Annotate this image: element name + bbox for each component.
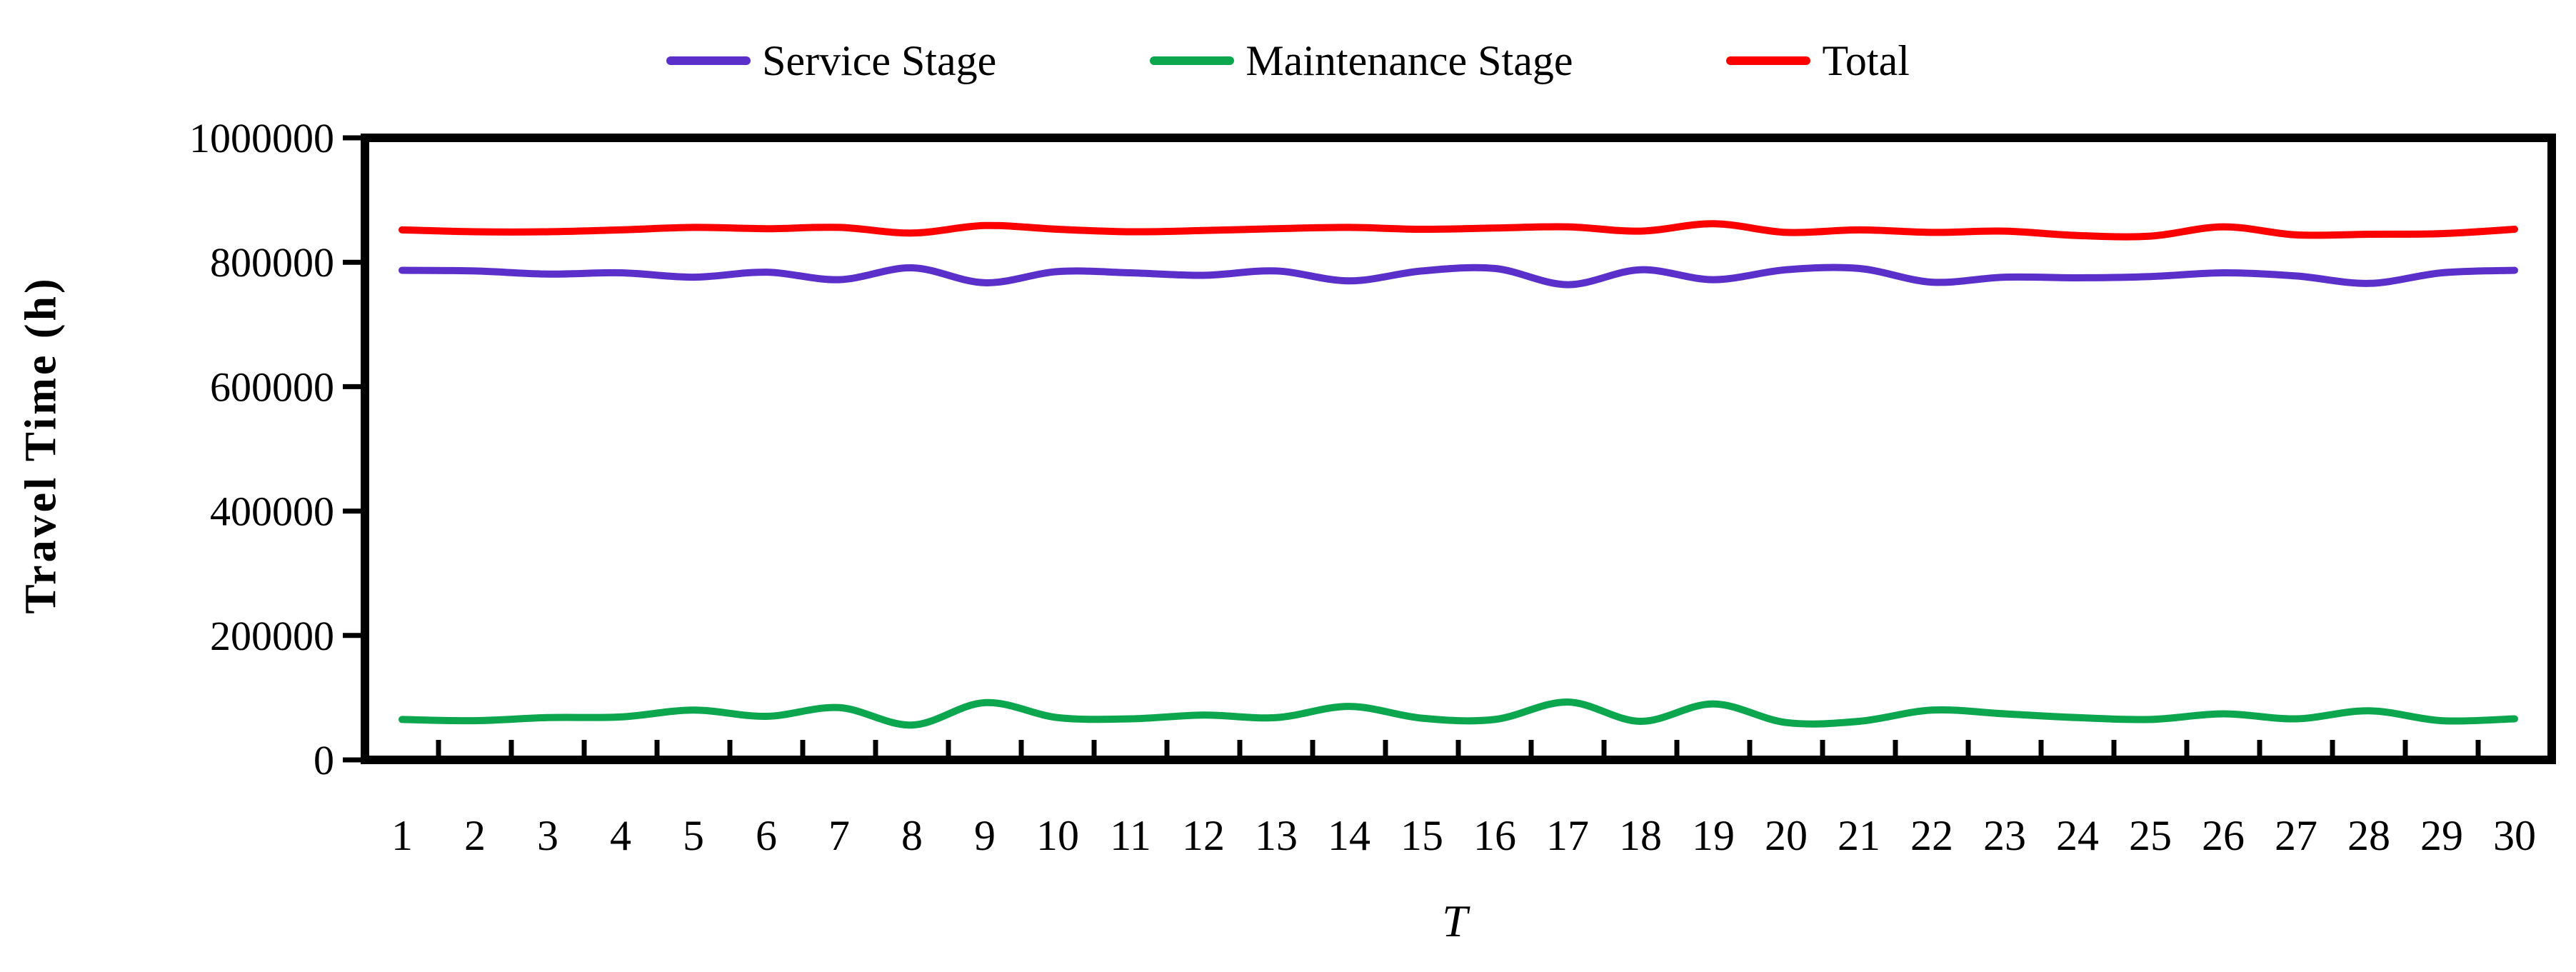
x-axis-tick-label: 22 <box>1910 812 1953 859</box>
x-axis-tick-label: 23 <box>1983 812 2026 859</box>
x-axis-tick-label: 6 <box>756 812 777 859</box>
x-axis-tick-label: 20 <box>1765 812 1808 859</box>
x-axis-tick-label: 12 <box>1182 812 1225 859</box>
x-axis-tick-label: 28 <box>2347 812 2390 859</box>
x-axis-tick-label: 15 <box>1400 812 1443 859</box>
y-axis-title: Travel Time (h) <box>16 276 66 614</box>
legend-label-service-stage: Service Stage <box>762 37 997 84</box>
x-axis-tick-label: 27 <box>2275 812 2317 859</box>
service-stage-line-swatch-icon <box>666 56 751 65</box>
x-axis-tick-label: 16 <box>1473 812 1516 859</box>
x-axis-tick-label: 24 <box>2056 812 2099 859</box>
y-axis-tick-label: 400000 <box>210 488 334 535</box>
chart-legend: Service Stage Maintenance Stage Total <box>0 29 2576 93</box>
x-axis-tick-label: 14 <box>1328 812 1370 859</box>
x-axis-tick-label: 30 <box>2493 812 2536 859</box>
x-axis-tick-label: 5 <box>683 812 704 859</box>
x-axis-title: T <box>1442 896 1468 946</box>
x-axis-tick-label: 26 <box>2202 812 2245 859</box>
x-axis-tick-label: 11 <box>1110 812 1151 859</box>
total-line-swatch-icon <box>1726 56 1811 65</box>
series-line-service-stage <box>399 264 2518 289</box>
x-axis-tick-label: 4 <box>610 812 631 859</box>
legend-label-maintenance-stage: Maintenance Stage <box>1246 37 1573 84</box>
x-axis-tick-label: 17 <box>1546 812 1589 859</box>
x-axis-tick-label: 21 <box>1838 812 1880 859</box>
x-axis-tick-label: 1 <box>391 812 413 859</box>
x-axis-tick-label: 25 <box>2129 812 2172 859</box>
legend-item-total: Total <box>1726 37 1910 84</box>
y-axis-tick-label: 200000 <box>210 613 334 659</box>
legend-label-total: Total <box>1822 37 1910 84</box>
y-axis-tick-label: 1000000 <box>189 115 334 161</box>
series-line-maintenance-stage <box>399 698 2518 729</box>
legend-item-service-stage: Service Stage <box>666 39 996 82</box>
x-axis-tick-label: 19 <box>1692 812 1735 859</box>
x-axis-tick-label: 13 <box>1255 812 1298 859</box>
x-axis-tick-label: 10 <box>1036 812 1079 859</box>
y-axis-tick-label: 800000 <box>210 239 334 286</box>
legend-item-maintenance-stage: Maintenance Stage <box>1150 39 1573 82</box>
x-axis-tick-label: 7 <box>828 812 850 859</box>
x-axis-tick-label: 18 <box>1619 812 1662 859</box>
x-axis-tick-label: 3 <box>537 812 558 859</box>
maintenance-stage-line-swatch-icon <box>1150 56 1235 65</box>
x-axis-tick-label: 9 <box>974 812 996 859</box>
x-axis-tick-label: 8 <box>901 812 923 859</box>
y-axis-tick-label: 0 <box>314 737 334 783</box>
x-axis-tick-label: 2 <box>464 812 486 859</box>
y-axis-tick-label: 600000 <box>210 364 334 410</box>
series-line-total <box>399 220 2518 241</box>
x-axis-tick-label: 29 <box>2420 812 2463 859</box>
